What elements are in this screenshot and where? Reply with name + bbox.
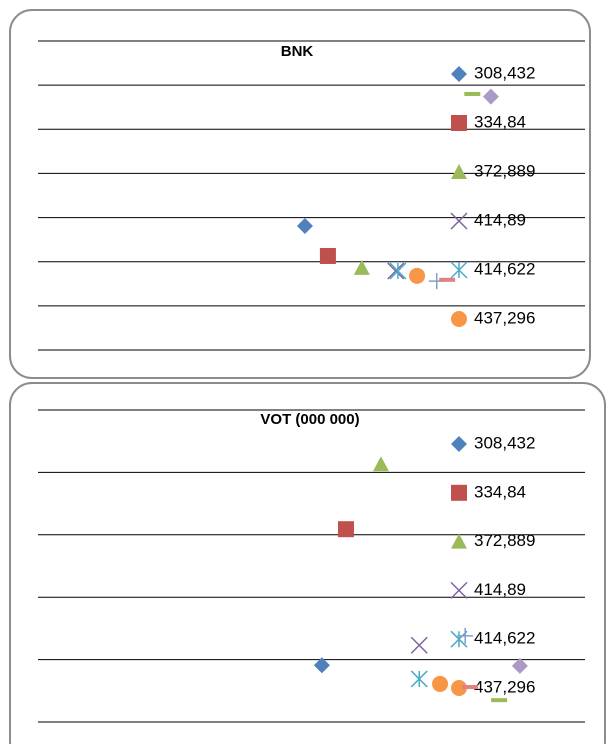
marker — [432, 675, 449, 692]
marker — [482, 88, 499, 105]
marker — [464, 91, 481, 96]
legend-label: 308,432 — [474, 433, 535, 452]
marker — [511, 657, 528, 674]
legend-marker — [451, 533, 467, 549]
legend-label: 414,622 — [474, 259, 535, 278]
legend-marker — [450, 212, 468, 230]
marker — [313, 657, 330, 674]
legend-label: 334,84 — [474, 482, 526, 501]
legend-marker — [450, 630, 468, 648]
marker — [353, 259, 370, 275]
marker — [439, 277, 456, 282]
legend-label: 437,296 — [474, 308, 535, 327]
chart: VOT (000 000) 308,432 334,84 372,889 414,89 4… — [9, 382, 606, 749]
legend-label: 414,89 — [474, 210, 526, 229]
chart-frame — [9, 9, 591, 379]
legend-marker — [451, 311, 467, 327]
chart: BNK 308,432 334,84 372,889 414,89 414,622 437,… — [9, 9, 591, 379]
legend-marker — [451, 436, 467, 452]
marker — [296, 217, 313, 234]
legend-label: 437,296 — [474, 677, 535, 696]
marker — [410, 636, 428, 654]
chart-title: BNK — [281, 43, 314, 60]
legend-label: 414,89 — [474, 580, 526, 599]
chart-frame — [9, 382, 606, 749]
legend-label: 372,889 — [474, 161, 535, 180]
marker — [337, 521, 354, 538]
marker — [491, 698, 508, 703]
legend-label: 308,432 — [474, 63, 535, 82]
legend-label: 372,889 — [474, 531, 535, 550]
legend-label: 334,84 — [474, 112, 526, 131]
marker — [387, 262, 405, 280]
marker — [462, 685, 479, 690]
marker — [410, 670, 428, 688]
legend-marker — [451, 66, 467, 82]
marker — [409, 267, 426, 284]
legend-label: 414,622 — [474, 629, 535, 648]
legend-marker — [451, 484, 467, 501]
legend-marker — [451, 164, 467, 179]
chart-title: VOT (000 000) — [260, 411, 359, 428]
legend-marker — [450, 581, 468, 599]
marker — [319, 247, 336, 264]
marker — [389, 262, 407, 280]
marker — [457, 627, 474, 644]
marker — [372, 456, 389, 472]
legend-marker — [451, 115, 467, 131]
legend-marker — [451, 680, 467, 696]
legend-marker — [450, 261, 468, 279]
